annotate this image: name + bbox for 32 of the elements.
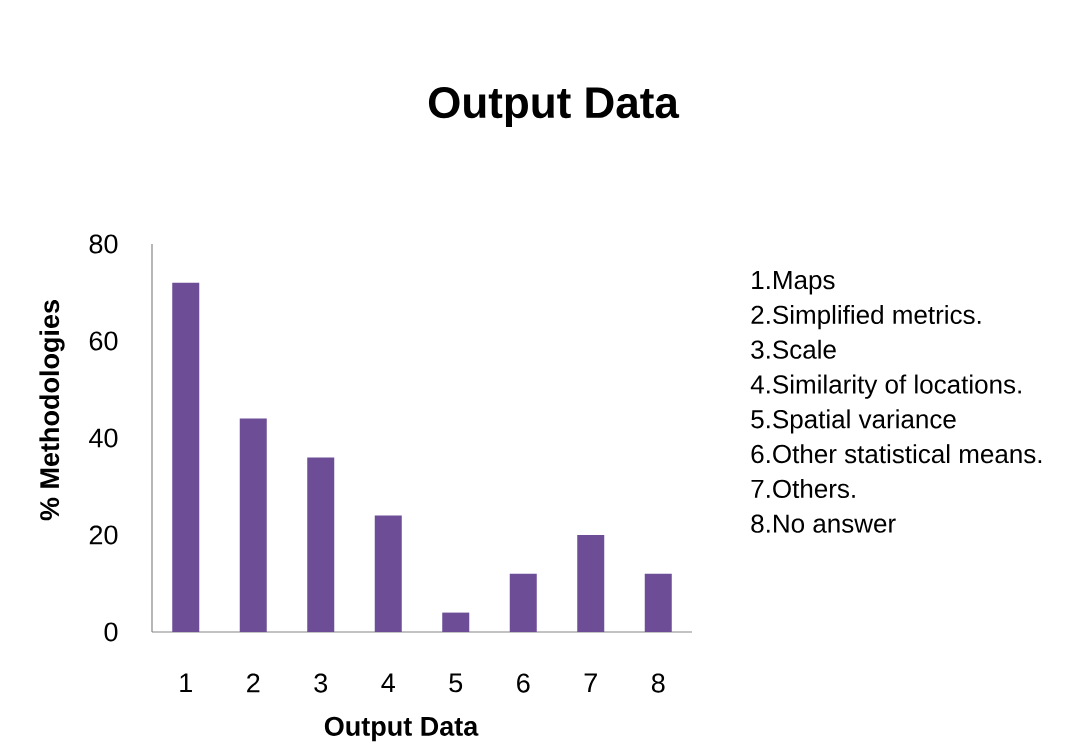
bar xyxy=(172,282,200,632)
bar xyxy=(442,612,470,632)
x-tick-label: 5 xyxy=(449,673,463,693)
y-tick-label: 0 xyxy=(104,622,118,642)
x-tick-label: 1 xyxy=(180,673,192,693)
y-tick-label: 60 xyxy=(89,331,118,351)
bar xyxy=(509,573,537,632)
y-tick-label: 40 xyxy=(89,428,118,448)
x-tick-label: 4 xyxy=(381,673,395,693)
y-axis-title: % Methodologies xyxy=(39,300,65,521)
text: 3.Scale xyxy=(751,339,836,359)
bar xyxy=(374,515,402,632)
bar xyxy=(577,535,605,632)
x-tick-label: 6 xyxy=(517,673,530,693)
x-tick-label: 7 xyxy=(584,673,597,693)
y-tick-label: 20 xyxy=(89,525,118,545)
y-tick-label: 80 xyxy=(89,234,118,254)
x-tick-label: 8 xyxy=(651,673,665,693)
text: 2.Simplified metrics. xyxy=(751,304,981,330)
x-tick-label: 3 xyxy=(314,673,328,693)
text: 5.Spatial variance xyxy=(751,409,956,434)
text: 4.Similarity of locations. xyxy=(750,374,1021,399)
x-tick-label: 2 xyxy=(247,673,260,693)
text: 6.Other statistical means. xyxy=(751,444,1042,464)
bar xyxy=(644,573,672,632)
text: 7.Others. xyxy=(751,478,855,499)
x-axis-title: Output Data xyxy=(324,716,479,742)
text: 1.Maps xyxy=(752,271,835,295)
bar xyxy=(307,457,335,632)
chart-title: Output Data xyxy=(428,87,680,127)
text: 8.No answer xyxy=(751,514,896,533)
bar xyxy=(239,418,267,632)
